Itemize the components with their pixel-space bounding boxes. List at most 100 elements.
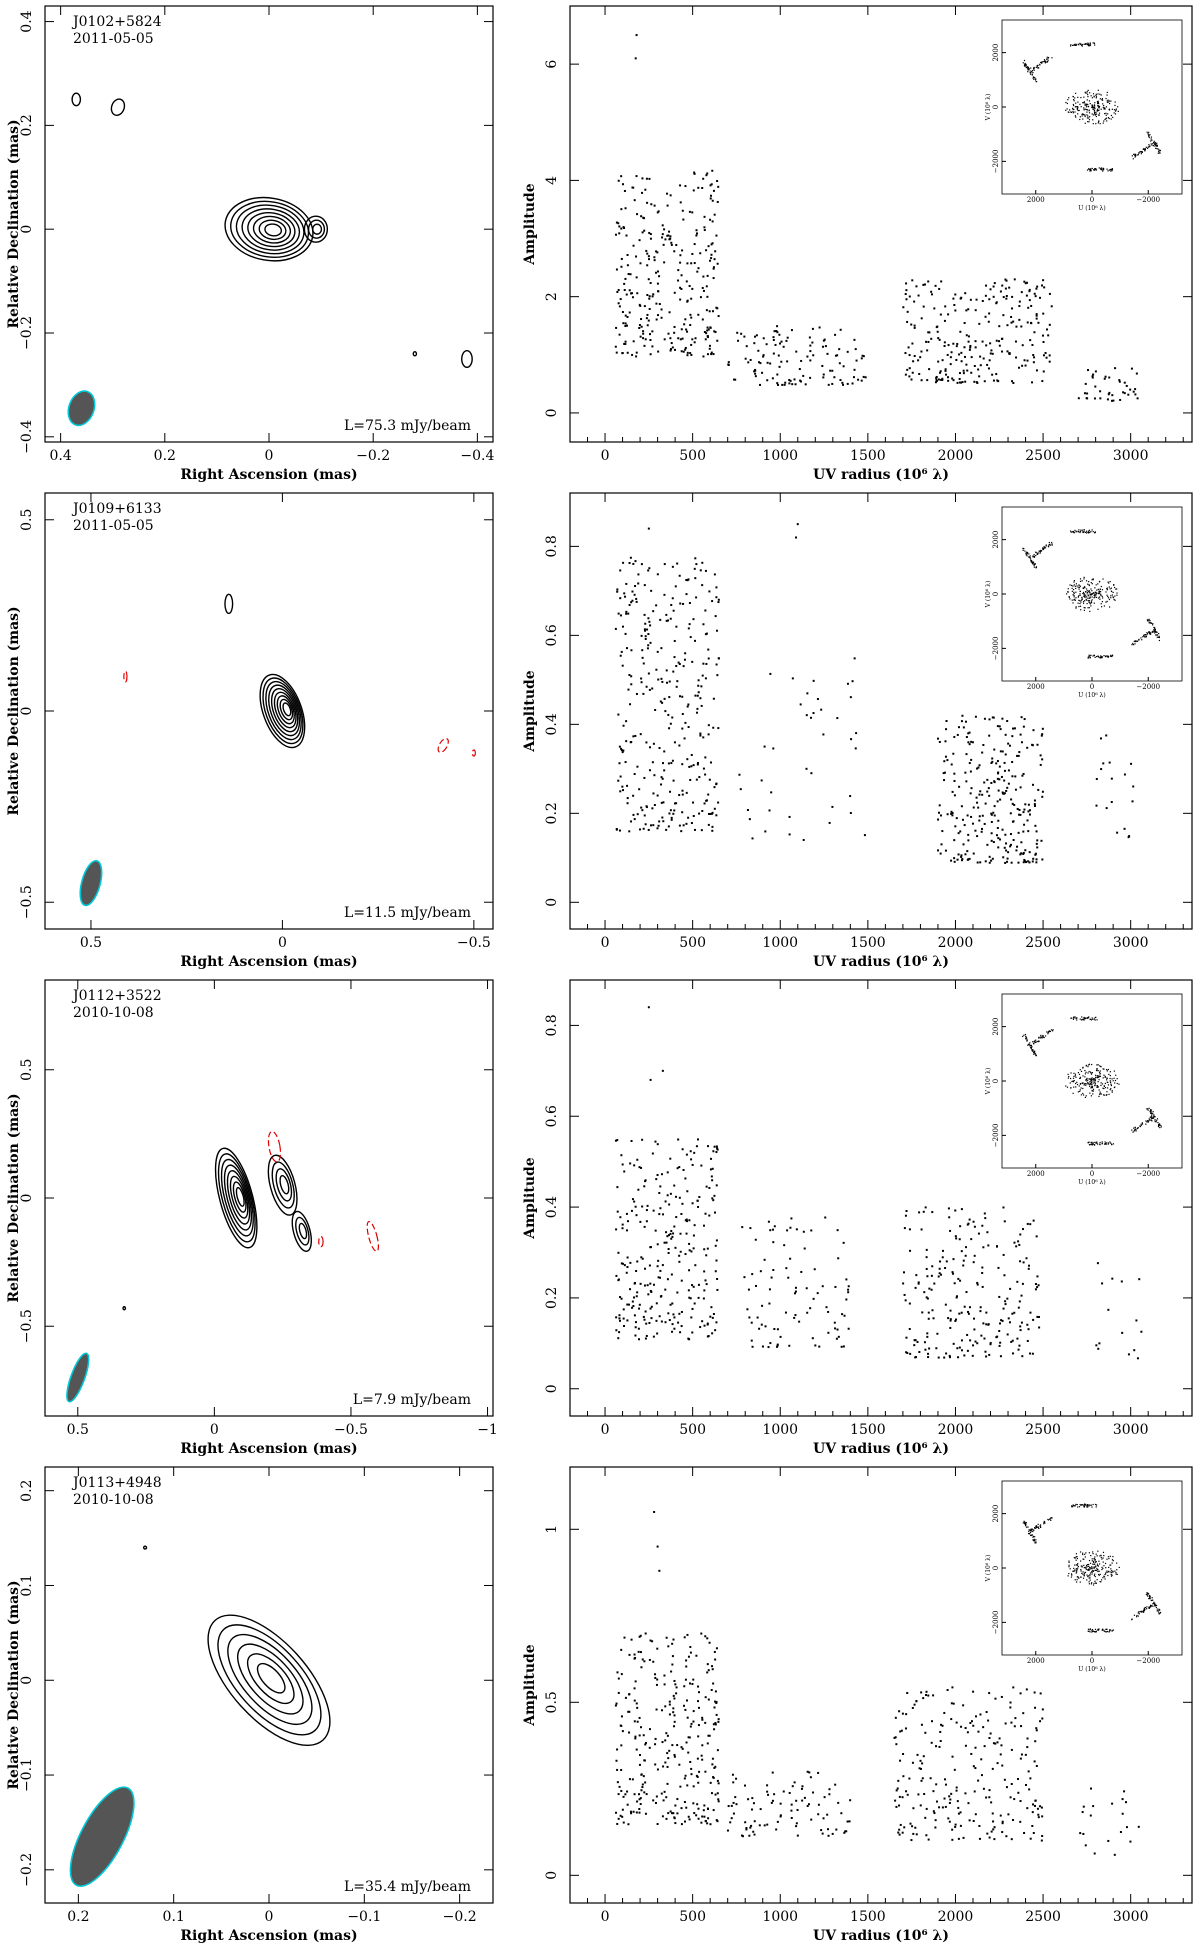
uv-point [730, 1804, 733, 1807]
y-tick-label: 0.1 [19, 1574, 35, 1596]
inset-point [1078, 529, 1080, 531]
uv-point [677, 1138, 680, 1141]
uv-point [702, 1297, 705, 1300]
uv-point [624, 340, 627, 343]
uv-point [629, 1162, 632, 1165]
inset-point [1090, 1555, 1092, 1557]
uv-point [618, 305, 621, 308]
uv-point [688, 210, 691, 213]
inset-point [1051, 57, 1053, 59]
inset-point [1093, 1144, 1096, 1146]
uv-point [910, 378, 913, 381]
inset-point [1146, 634, 1148, 636]
inset-point [1150, 1116, 1152, 1118]
inset-point [1079, 590, 1081, 592]
inset-point [1148, 632, 1151, 634]
uv-point [662, 243, 665, 246]
inset-point [1023, 1034, 1025, 1036]
uv-point [913, 300, 916, 303]
uv-point [631, 1306, 634, 1309]
uv-point [1026, 746, 1029, 749]
uv-point [703, 802, 706, 805]
uv-point [639, 828, 642, 831]
uv-point [654, 1743, 657, 1746]
uv-point [1093, 397, 1096, 400]
uv-point [1008, 1321, 1011, 1324]
uv-point [671, 759, 674, 762]
inset-point [1133, 1130, 1135, 1132]
inset-point [1097, 1064, 1099, 1066]
uv-point [1030, 321, 1033, 324]
uv-point [996, 1245, 999, 1248]
uv-point [920, 1228, 923, 1231]
uv-point [766, 1823, 769, 1826]
inset-point [1097, 655, 1099, 657]
uv-point [652, 792, 655, 795]
uv-point [644, 1781, 647, 1784]
uv-point [763, 745, 766, 748]
uv-point [615, 351, 618, 354]
uv-point [904, 1214, 907, 1217]
uv-point [667, 825, 670, 828]
uv-point [619, 1296, 622, 1299]
uv-point [988, 312, 991, 315]
inset-point [1108, 102, 1111, 105]
inset-point [1047, 1032, 1049, 1034]
uv-point [667, 762, 670, 765]
uv-point [618, 333, 621, 336]
inset-point [1079, 42, 1081, 44]
uv-point [957, 1356, 960, 1359]
inset-y-tick-label: 0 [992, 105, 1000, 109]
uv-point [1035, 314, 1038, 317]
inset-y-tick-label: 0 [992, 1079, 1000, 1083]
inset-point [1090, 1078, 1092, 1080]
uv-point [988, 734, 991, 737]
uv-point [623, 1636, 626, 1639]
uv-point [897, 1779, 900, 1782]
inset-point [1152, 630, 1154, 632]
uv-point [917, 294, 920, 297]
inset-point [1035, 1527, 1037, 1529]
uv-point [810, 1229, 813, 1232]
inset-point [1151, 631, 1154, 633]
uv-point [761, 1304, 764, 1307]
inset-point [1094, 1628, 1097, 1630]
uv-point [983, 1337, 986, 1340]
inset-point [1025, 64, 1027, 66]
uv-point [1133, 1349, 1136, 1352]
uv-point [625, 740, 628, 743]
inset-point [1102, 167, 1105, 170]
inset-point [1083, 1573, 1086, 1575]
inset-point [1094, 1569, 1096, 1571]
inset-point [1091, 1017, 1093, 1019]
uv-point [620, 208, 623, 211]
uv-point [672, 1707, 675, 1710]
uv-point [771, 1799, 774, 1802]
uv-point [696, 1775, 699, 1778]
inset-point [1092, 1018, 1094, 1020]
uv-point [656, 1143, 659, 1146]
uv-point [662, 762, 665, 765]
uv-point [969, 1339, 972, 1342]
uv-point [955, 817, 958, 820]
uv-point [902, 1282, 905, 1285]
uv-point [685, 1218, 688, 1221]
uv-point [714, 250, 717, 253]
uv-point [649, 1307, 652, 1310]
inset-point [1044, 1522, 1046, 1524]
inset-x-tick-label: 2000 [1027, 196, 1045, 204]
inset-point [1103, 1565, 1105, 1567]
inset-point [1149, 1605, 1152, 1607]
inset-point [1102, 1551, 1105, 1553]
uv-point [652, 1660, 655, 1663]
inset-point [1094, 1503, 1097, 1506]
uv-point [1027, 306, 1030, 309]
uv-point [638, 324, 641, 327]
x-axis-label: UV radius (10⁶ λ) [813, 954, 949, 970]
inset-point [1100, 1082, 1102, 1084]
inset-point [1110, 1568, 1112, 1570]
uv-point [689, 636, 692, 639]
uv-point [682, 824, 685, 827]
inset-point [1070, 44, 1072, 46]
uv-point [618, 225, 621, 228]
